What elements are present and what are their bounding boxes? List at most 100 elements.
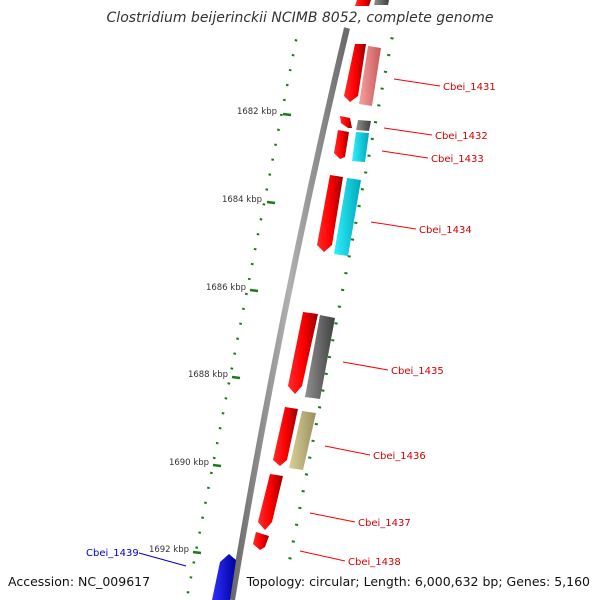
gc-dot — [324, 372, 328, 376]
cds-feature-cbei-1436[interactable] — [273, 407, 298, 466]
gene-label-cbei-1434[interactable]: Cbei_1434 — [419, 225, 472, 236]
gc-dot — [212, 456, 216, 460]
gc-dot — [327, 355, 332, 359]
gc-dot — [244, 292, 248, 296]
cds-feature-cbei-1439[interactable] — [212, 554, 236, 600]
gene-label-cbei-1432[interactable]: Cbei_1432 — [435, 131, 488, 142]
leader-line-cbei-1433 — [381, 150, 429, 159]
cds-feature-cbei-1434[interactable] — [317, 175, 343, 252]
cog-feature-cbei-1436[interactable] — [289, 411, 316, 470]
tick-label: 1684 kbp — [222, 195, 262, 205]
gc-dot — [387, 53, 391, 57]
gc-dot — [377, 104, 381, 107]
gc-dot — [262, 203, 266, 206]
gc-dot — [241, 307, 245, 311]
cds-feature-cbei-1437[interactable] — [258, 474, 283, 530]
tick-label: 1682 kbp — [237, 107, 277, 117]
map-title: Clostridium beijerinckii NCIMB 8052, com… — [107, 10, 494, 26]
gc-dot — [253, 247, 257, 251]
cds-feature-cbei-1435[interactable] — [288, 312, 318, 394]
gc-dot — [317, 406, 322, 409]
gc-dot — [291, 540, 295, 543]
label-leader-lines — [138, 78, 441, 567]
gc-dot — [236, 337, 240, 340]
gc-dot — [288, 68, 292, 72]
cds-feature-cbei-1431[interactable] — [344, 44, 366, 102]
gc-dot — [201, 516, 205, 519]
gene-label-cbei-1436[interactable]: Cbei_1436 — [373, 451, 426, 462]
gc-dot — [192, 561, 196, 564]
genome-info-label: Topology: circular; Length: 6,000,632 bp… — [246, 574, 590, 589]
gc-dot — [370, 137, 374, 141]
gc-dot — [308, 456, 312, 459]
gc-dot — [314, 422, 319, 426]
leader-line-cbei-1432 — [383, 127, 433, 136]
tick-label: 1692 kbp — [149, 545, 189, 555]
gc-dot — [331, 338, 335, 342]
gc-dot — [285, 83, 289, 87]
cds-feature[interactable] — [355, 0, 371, 6]
gc-dot — [250, 262, 254, 266]
gene-label-cbei-1438[interactable]: Cbei_1438 — [348, 557, 401, 568]
gc-skew-track — [288, 37, 394, 560]
cog-feature-cbei-1431[interactable] — [359, 46, 381, 106]
gc-dot — [354, 221, 358, 225]
gc-dot — [304, 473, 309, 476]
tick-mark — [231, 375, 241, 380]
gc-dot — [334, 322, 338, 325]
gc-dot — [350, 238, 355, 241]
gc-dot — [227, 382, 231, 385]
gene-label-cbei-1439[interactable]: Cbei_1439 — [86, 548, 139, 559]
leader-line-cbei-1431 — [393, 78, 441, 87]
gc-dot — [288, 557, 292, 560]
cog-feature-cbei-1433[interactable] — [352, 132, 369, 162]
cog-feature[interactable] — [374, 0, 389, 5]
leader-line-cbei-1436 — [324, 445, 371, 456]
leader-line-cbei-1435 — [342, 361, 389, 371]
gc-dot — [277, 128, 280, 132]
gc-dot — [274, 143, 278, 147]
gc-dot — [294, 523, 299, 527]
leader-line-cbei-1434 — [370, 221, 417, 230]
tick-label: 1686 kbp — [206, 283, 246, 293]
gc-dot — [215, 441, 219, 445]
gc-dot — [204, 501, 207, 505]
gc-dot — [239, 322, 243, 326]
genome-backbone — [229, 27, 350, 600]
gc-dot — [298, 506, 302, 510]
gc-dot — [206, 486, 210, 490]
gene-label-cbei-1433[interactable]: Cbei_1433 — [431, 154, 484, 165]
gene-label-cbei-1435[interactable]: Cbei_1435 — [391, 366, 444, 377]
gc-dot — [198, 531, 202, 534]
gc-dot — [256, 232, 260, 236]
gc-dot — [367, 154, 371, 157]
gc-dot — [301, 489, 305, 493]
gc-dot — [268, 173, 272, 176]
gc-dot — [189, 576, 193, 579]
accession-label: Accession: NC_009617 — [8, 574, 150, 589]
cog-feature-cbei-1432[interactable] — [356, 120, 371, 131]
gc-dot — [380, 87, 384, 90]
leader-line-cbei-1439 — [138, 552, 187, 567]
tick-mark — [212, 463, 222, 468]
gc-dot — [271, 158, 275, 161]
cds-feature-cbei-1433[interactable] — [334, 130, 349, 159]
gc-dot — [259, 218, 263, 221]
cog-feature-cbei-1434[interactable] — [334, 178, 361, 256]
gene-label-cbei-1431[interactable]: Cbei_1431 — [443, 82, 496, 93]
gc-dot — [247, 277, 251, 281]
leader-line-cbei-1438 — [299, 550, 346, 562]
gc-dot — [218, 426, 222, 430]
gc-dot — [294, 39, 298, 42]
gc-dot — [321, 389, 325, 392]
gc-dot — [291, 53, 295, 57]
cog-feature-cbei-1435[interactable] — [305, 315, 335, 399]
cds-feature-cbei-1432[interactable] — [340, 116, 352, 128]
gene-label-cbei-1437[interactable]: Cbei_1437 — [358, 518, 411, 529]
cds-feature-cbei-1438[interactable] — [253, 532, 269, 550]
gc-dot — [360, 187, 365, 191]
gc-content-track — [186, 39, 298, 594]
tick-mark — [266, 200, 276, 205]
gc-dot — [186, 591, 190, 594]
